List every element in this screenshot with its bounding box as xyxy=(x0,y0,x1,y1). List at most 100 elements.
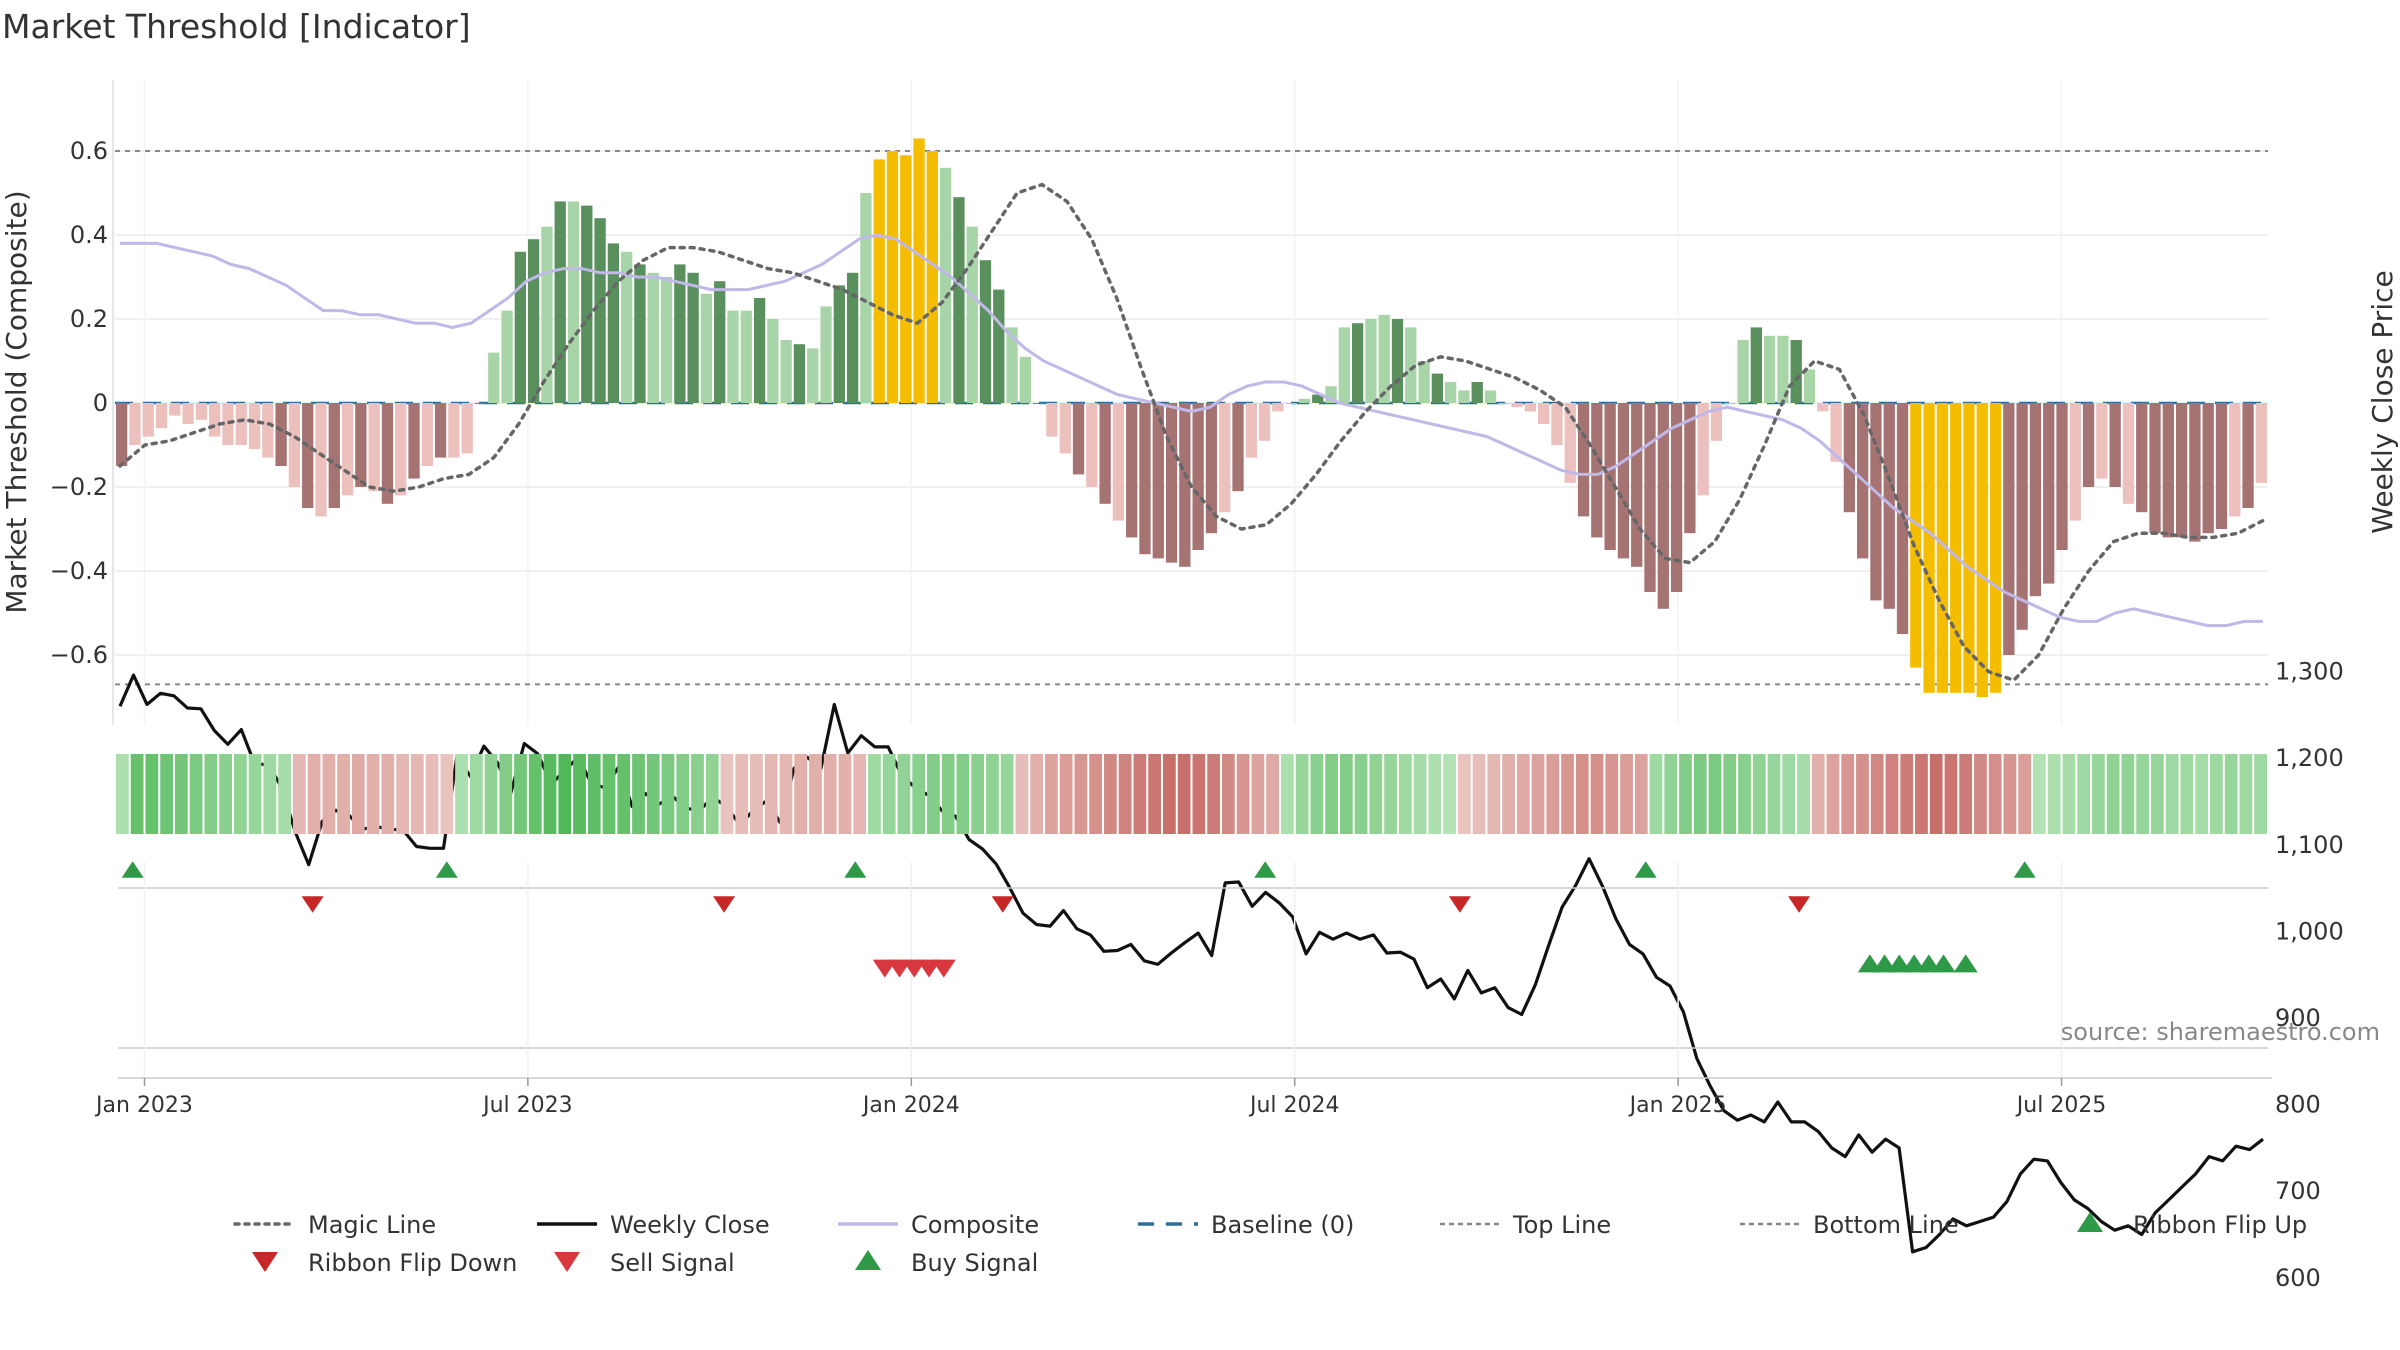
threshold-bar xyxy=(195,403,208,420)
threshold-bar xyxy=(1697,403,1709,496)
ribbon-flip-up-marker xyxy=(844,861,867,878)
y-left-tick-label: 0.4 xyxy=(70,221,108,249)
threshold-bar xyxy=(501,310,513,403)
threshold-bar xyxy=(2096,403,2108,479)
ribbon-cell xyxy=(1974,754,1987,834)
ribbon-cell xyxy=(986,754,999,834)
threshold-bar xyxy=(2016,403,2028,630)
threshold-bar xyxy=(1950,403,1962,693)
threshold-bar xyxy=(1923,403,1935,693)
threshold-bar xyxy=(1843,403,1856,513)
y-right-tick-label: 700 xyxy=(2275,1177,2321,1205)
ribbon-cell xyxy=(440,754,454,834)
ribbon-flip-down-marker xyxy=(301,896,324,913)
threshold-bar xyxy=(1538,403,1550,424)
ribbon-flip-up-marker xyxy=(1634,861,1657,878)
threshold-bar xyxy=(1272,403,1284,412)
threshold-bar xyxy=(2215,403,2228,529)
threshold-bar xyxy=(846,272,859,403)
threshold-bar xyxy=(395,403,407,496)
threshold-bar xyxy=(1192,403,1204,550)
ribbon-cell xyxy=(1944,754,1958,834)
ribbon-flip-down-marker xyxy=(1448,896,1471,913)
date-tick-label: Jan 2024 xyxy=(861,1093,960,1118)
threshold-bar xyxy=(1830,403,1842,462)
ribbon-cell xyxy=(1089,754,1103,834)
threshold-bar xyxy=(993,289,1005,403)
threshold-bar xyxy=(740,310,752,403)
threshold-bar xyxy=(1803,369,1816,403)
threshold-bar xyxy=(1710,403,1723,441)
date-tick-label: Jul 2025 xyxy=(2015,1093,2107,1118)
legend-label: Baseline (0) xyxy=(1211,1211,1354,1239)
threshold-bar xyxy=(820,306,832,403)
threshold-bar xyxy=(2056,403,2068,550)
signal-panels xyxy=(118,861,2268,1080)
threshold-bar xyxy=(1059,403,1071,454)
ribbon-cell xyxy=(1885,754,1899,834)
ribbon-cell xyxy=(2210,754,2223,834)
threshold-bar xyxy=(1458,390,1470,403)
ribbon-cell xyxy=(1251,754,1265,834)
threshold-bar xyxy=(248,403,261,450)
threshold-bar xyxy=(979,260,992,403)
threshold-bar xyxy=(1524,403,1537,412)
threshold-bar xyxy=(607,243,620,403)
ribbon-cell xyxy=(292,754,306,834)
threshold-bar xyxy=(2242,403,2254,508)
magic-line xyxy=(118,182,2265,683)
chart-title: Market Threshold [Indicator] xyxy=(2,7,471,46)
ribbon-cell xyxy=(307,754,321,834)
threshold-bar xyxy=(660,277,673,403)
threshold-bar xyxy=(1072,403,1085,475)
ribbon-cell xyxy=(1015,754,1029,834)
ribbon-cell xyxy=(1457,754,1471,834)
ribbon-flip-up-marker xyxy=(2013,861,2036,878)
threshold-bar xyxy=(900,155,912,403)
date-tick-label: Jan 2023 xyxy=(94,1093,193,1118)
ribbon-cell xyxy=(2195,754,2209,834)
threshold-bar xyxy=(714,281,726,403)
legend-item: Bottom Line xyxy=(1740,1211,1959,1239)
ribbon-cell xyxy=(794,754,808,834)
legend: Magic Line Weekly Close Composite Baseline … xyxy=(233,1211,2307,1277)
y-right-tick-label: 1,200 xyxy=(2275,744,2344,772)
ribbon-cell xyxy=(233,754,247,834)
ribbon-cell xyxy=(1310,754,1324,834)
ribbon-cell xyxy=(1649,754,1663,834)
y-left-tick-label: −0.4 xyxy=(50,557,108,585)
threshold-bar xyxy=(328,403,340,508)
ribbon-cell xyxy=(558,754,572,834)
threshold-bar xyxy=(448,403,460,458)
ribbon-cell xyxy=(1988,754,2002,834)
threshold-bar xyxy=(1391,319,1404,403)
threshold-bar xyxy=(953,197,965,403)
reference-lines xyxy=(115,150,2268,686)
threshold-bar xyxy=(1179,403,1191,567)
composite-line xyxy=(120,233,2263,628)
threshold-bar xyxy=(1737,340,1749,403)
threshold-bar xyxy=(116,403,128,466)
legend-label: Ribbon Flip Up xyxy=(2133,1211,2307,1239)
ribbon-cell xyxy=(322,754,336,834)
ribbon-cell xyxy=(366,754,380,834)
ribbon-cell xyxy=(927,754,940,834)
ribbon-cell xyxy=(705,754,719,834)
ribbon-cell xyxy=(735,754,749,834)
threshold-bar xyxy=(1471,382,1483,403)
ribbon-cell xyxy=(1841,754,1855,834)
ribbon-cell xyxy=(248,754,262,834)
legend-label: Sell Signal xyxy=(610,1249,735,1277)
ribbon-cell xyxy=(1163,754,1176,834)
legend-item: Magic Line xyxy=(233,1211,436,1239)
threshold-bar xyxy=(1006,327,1018,403)
date-tick-label: Jul 2023 xyxy=(481,1093,573,1118)
ribbon-cell xyxy=(455,754,468,834)
ribbon-cell xyxy=(1870,754,1884,834)
ribbon-cell xyxy=(1428,754,1442,834)
ribbon-cell xyxy=(351,754,365,834)
ribbon-cell xyxy=(278,754,291,834)
ribbon-cell xyxy=(2224,754,2238,834)
ribbon-cell xyxy=(528,754,542,834)
threshold-bar xyxy=(1205,403,1218,534)
